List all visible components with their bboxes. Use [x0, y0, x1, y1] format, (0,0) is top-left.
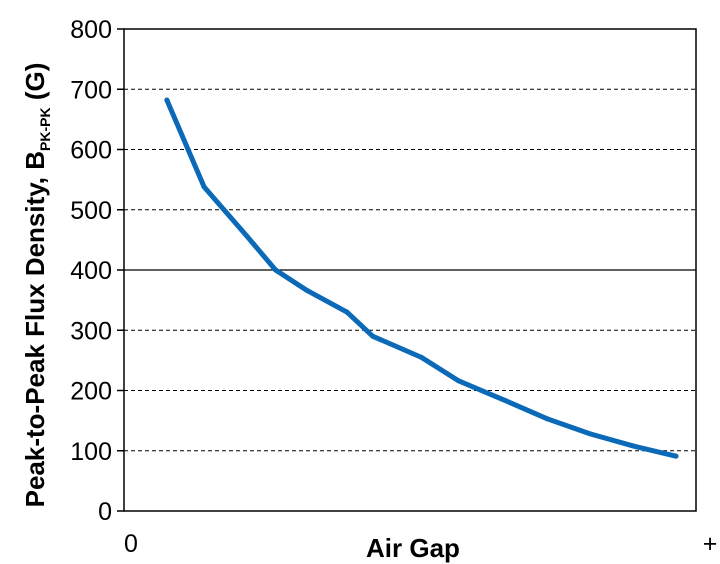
x-axis-title: Air Gap: [366, 533, 460, 563]
data-point: [630, 443, 636, 449]
data-point: [164, 97, 170, 103]
data-point: [456, 378, 462, 384]
data-point: [273, 267, 279, 273]
data-point: [418, 354, 424, 360]
series-line: [164, 97, 679, 459]
series-points: [164, 97, 679, 459]
y-tick-label: 400: [70, 257, 112, 285]
y-tick-label: 500: [70, 197, 112, 225]
x-axis-ticks: 0 +: [124, 530, 717, 558]
data-point: [544, 416, 550, 422]
y-tick-label: 600: [70, 137, 112, 165]
data-point: [304, 287, 310, 293]
y-tick-label: 800: [70, 16, 112, 44]
x-tick-label: 0: [124, 530, 138, 558]
data-point: [673, 453, 679, 459]
y-tick-label: 300: [70, 317, 112, 345]
y-axis-title: Peak-to-Peak Flux Density, BPK-PK (G): [20, 63, 53, 508]
data-point: [370, 333, 376, 339]
data-point: [501, 397, 507, 403]
data-point: [201, 184, 207, 190]
y-tick-label: 100: [70, 438, 112, 466]
y-tick-label: 700: [70, 76, 112, 104]
y-axis-ticks: 0 100 200 300 400 500 600 700 800: [70, 16, 124, 526]
y-tick-label: 0: [98, 498, 112, 526]
x-tick-label: +: [703, 530, 718, 558]
data-point: [244, 233, 250, 239]
data-point: [587, 431, 593, 437]
data-point: [344, 309, 350, 315]
y-tick-label: 200: [70, 378, 112, 406]
grid-lines: [124, 88, 696, 452]
